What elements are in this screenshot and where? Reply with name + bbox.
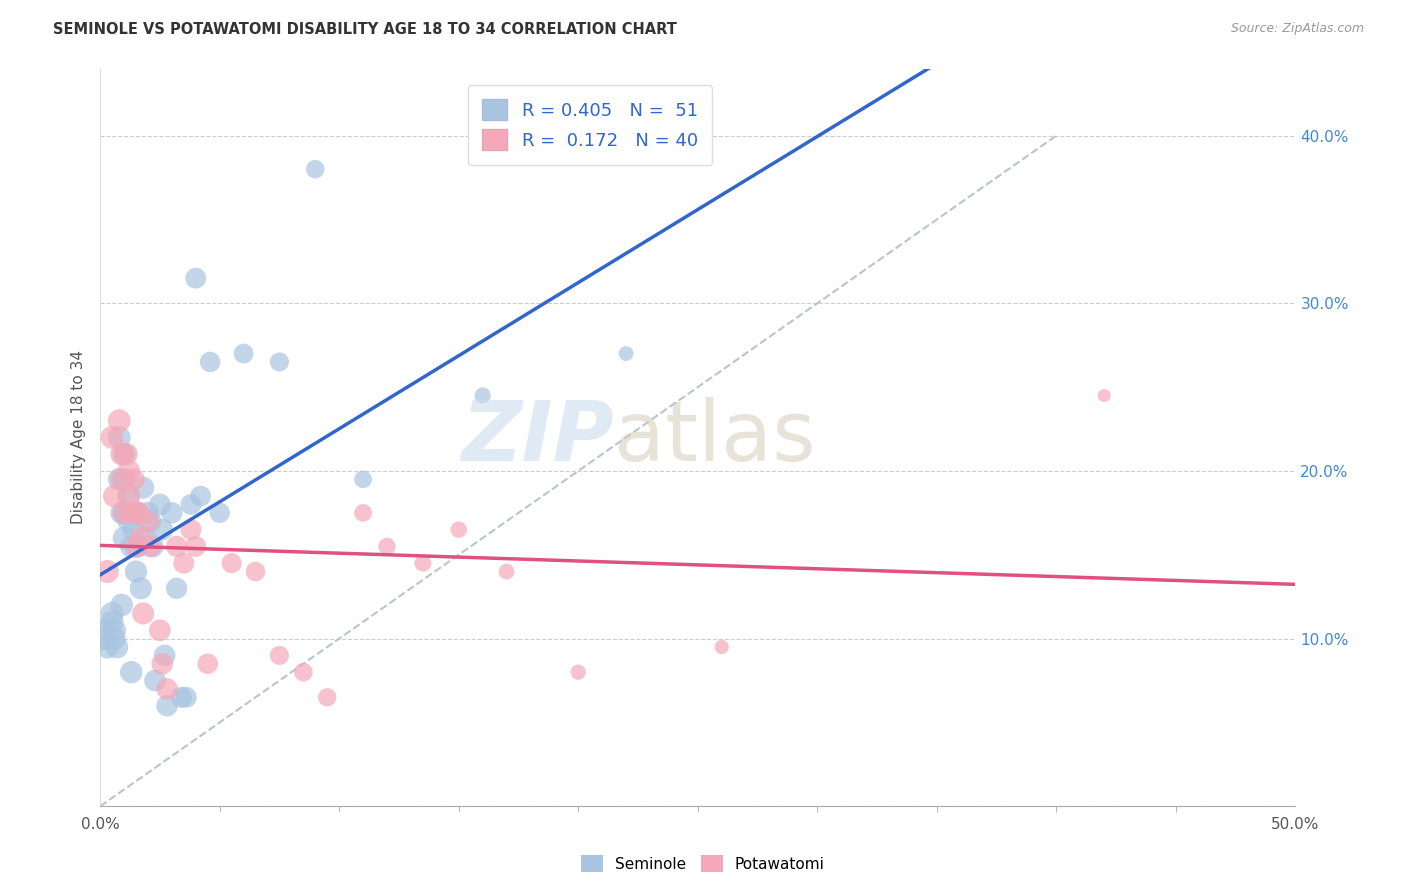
- Point: [269, 355, 291, 369]
- Text: Source: ZipAtlas.com: Source: ZipAtlas.com: [1230, 22, 1364, 36]
- Point: [111, 472, 134, 486]
- Point: [197, 657, 219, 671]
- Point: [112, 472, 135, 486]
- Point: [111, 598, 134, 612]
- Point: [156, 698, 179, 713]
- Point: [129, 531, 152, 545]
- Point: [136, 514, 159, 528]
- Point: [149, 624, 172, 638]
- Point: [136, 506, 159, 520]
- Point: [170, 690, 193, 705]
- Point: [149, 498, 172, 512]
- Point: [112, 531, 135, 545]
- Text: SEMINOLE VS POTAWATOMI DISABILITY AGE 18 TO 34 CORRELATION CHART: SEMINOLE VS POTAWATOMI DISABILITY AGE 18…: [53, 22, 678, 37]
- Point: [125, 540, 148, 554]
- Point: [292, 665, 315, 680]
- Point: [160, 506, 183, 520]
- Point: [127, 506, 149, 520]
- Point: [120, 540, 142, 554]
- Point: [221, 556, 243, 570]
- Point: [710, 640, 733, 654]
- Point: [166, 582, 188, 596]
- Point: [316, 690, 339, 705]
- Point: [96, 640, 118, 654]
- Point: [108, 472, 131, 486]
- Point: [614, 346, 637, 360]
- Text: ZIP: ZIP: [461, 397, 614, 478]
- Point: [96, 565, 118, 579]
- Point: [139, 540, 162, 554]
- Point: [412, 556, 434, 570]
- Legend: Seminole, Potawatomi: Seminole, Potawatomi: [574, 847, 832, 880]
- Point: [118, 489, 141, 503]
- Point: [156, 681, 179, 696]
- Point: [352, 472, 374, 486]
- Point: [129, 582, 152, 596]
- Point: [103, 632, 125, 646]
- Point: [173, 556, 195, 570]
- Point: [101, 615, 124, 629]
- Point: [198, 355, 221, 369]
- Point: [184, 271, 207, 285]
- Point: [108, 414, 131, 428]
- Point: [111, 447, 134, 461]
- Point: [304, 162, 326, 177]
- Point: [567, 665, 589, 680]
- Point: [180, 498, 202, 512]
- Text: atlas: atlas: [614, 397, 815, 478]
- Point: [150, 657, 173, 671]
- Point: [125, 540, 148, 554]
- Point: [447, 523, 470, 537]
- Point: [184, 540, 207, 554]
- Point: [132, 607, 155, 621]
- Point: [139, 514, 162, 528]
- Point: [118, 489, 141, 503]
- Point: [118, 514, 141, 528]
- Point: [101, 430, 124, 444]
- Point: [127, 506, 149, 520]
- Point: [471, 388, 494, 402]
- Point: [1092, 388, 1115, 402]
- Point: [180, 523, 202, 537]
- Point: [112, 506, 135, 520]
- Point: [232, 346, 254, 360]
- Point: [103, 624, 125, 638]
- Point: [153, 648, 176, 663]
- Point: [103, 489, 125, 503]
- Point: [111, 506, 134, 520]
- Point: [112, 447, 135, 461]
- Point: [118, 464, 141, 478]
- Point: [142, 540, 165, 554]
- Point: [352, 506, 374, 520]
- Point: [150, 523, 173, 537]
- Point: [122, 523, 145, 537]
- Point: [495, 565, 517, 579]
- Point: [101, 607, 124, 621]
- Point: [108, 430, 131, 444]
- Point: [125, 565, 148, 579]
- Point: [208, 506, 231, 520]
- Point: [135, 531, 157, 545]
- Point: [94, 632, 117, 646]
- Point: [190, 489, 212, 503]
- Point: [115, 447, 138, 461]
- Point: [127, 540, 149, 554]
- Point: [120, 665, 142, 680]
- Point: [269, 648, 291, 663]
- Legend: R = 0.405   N =  51, R =  0.172   N = 40: R = 0.405 N = 51, R = 0.172 N = 40: [468, 85, 713, 164]
- Point: [125, 506, 148, 520]
- Y-axis label: Disability Age 18 to 34: Disability Age 18 to 34: [72, 351, 86, 524]
- Point: [120, 506, 142, 520]
- Point: [112, 506, 135, 520]
- Point: [174, 690, 197, 705]
- Point: [245, 565, 267, 579]
- Point: [132, 481, 155, 495]
- Point: [105, 640, 128, 654]
- Point: [94, 624, 117, 638]
- Point: [375, 540, 398, 554]
- Point: [166, 540, 188, 554]
- Point: [143, 673, 166, 688]
- Point: [122, 472, 145, 486]
